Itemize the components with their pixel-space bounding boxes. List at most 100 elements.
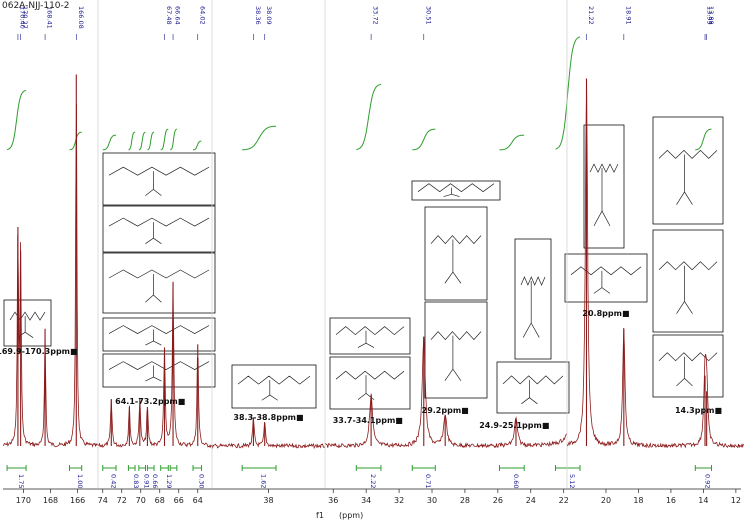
svg-text:32: 32: [394, 496, 404, 505]
spectrum-line: [2, 103, 98, 448]
x-tick: 32: [394, 489, 404, 505]
x-tick: 14: [698, 489, 708, 505]
peak-label: 66.64: [172, 6, 182, 40]
integral-curve: [499, 134, 525, 151]
spectrum-line: [566, 81, 744, 449]
x-axis-unit: (ppm): [339, 511, 363, 520]
x-tick: 66: [174, 489, 184, 505]
svg-text:34: 34: [361, 496, 371, 505]
x-tick: 28: [460, 489, 470, 505]
svg-text:22: 22: [559, 496, 569, 505]
x-tick: 30: [427, 489, 437, 505]
svg-text:0.92: 0.92: [704, 474, 712, 488]
svg-text:1.00: 1.00: [76, 474, 84, 488]
svg-text:18.91: 18.91: [624, 6, 632, 25]
region-label: 38.3-38.8ppm■: [233, 413, 303, 422]
structure-box: [102, 205, 216, 253]
svg-text:0.42: 0.42: [110, 474, 118, 488]
spectrum-line: [325, 336, 567, 449]
x-tick: 26: [493, 489, 503, 505]
svg-text:74: 74: [98, 496, 108, 505]
integral-bar: 5.12: [554, 465, 581, 488]
peak-label: 38.09: [264, 6, 273, 40]
integral-bar: 0.30: [192, 465, 206, 488]
svg-text:68: 68: [155, 496, 165, 505]
integral-bar: 0.71: [411, 465, 436, 488]
svg-text:21.22: 21.22: [587, 6, 595, 25]
structure-box: [102, 317, 216, 352]
svg-text:1.29: 1.29: [165, 474, 173, 488]
svg-text:28: 28: [460, 496, 470, 505]
integral-curve: [555, 36, 581, 150]
svg-text:16: 16: [666, 496, 676, 505]
x-tick: 18: [633, 489, 644, 505]
svg-text:14: 14: [698, 496, 708, 505]
svg-text:36: 36: [328, 496, 338, 505]
x-tick: 12: [731, 489, 741, 505]
x-tick: 70: [136, 489, 146, 505]
integral-curve: [147, 131, 155, 151]
integral-curve: [356, 83, 382, 151]
structure-box: [102, 252, 216, 314]
svg-text:18: 18: [633, 496, 643, 505]
region-label: 24.9-25.1ppm■: [479, 421, 549, 430]
x-tick: 22: [559, 489, 569, 505]
structure-box: [496, 361, 570, 414]
integral-curve: [160, 128, 169, 151]
structure-box: [652, 229, 724, 333]
integral-bar: 1.75: [6, 465, 27, 488]
svg-text:0.71: 0.71: [424, 474, 432, 488]
peak-label: 30.51: [423, 6, 432, 40]
svg-text:70: 70: [136, 496, 146, 505]
peak-label: 13.93: [704, 6, 714, 40]
integral-bar: 0.60: [499, 465, 525, 488]
x-tick: 168: [43, 489, 58, 505]
x-tick: 34: [361, 489, 371, 505]
svg-text:13.88: 13.88: [707, 6, 715, 25]
svg-text:0.30: 0.30: [198, 474, 206, 488]
peak-label: 166.08: [75, 6, 85, 40]
peak-label: 33.72: [370, 6, 380, 40]
svg-text:66.64: 66.64: [174, 6, 182, 25]
svg-text:170: 170: [16, 496, 31, 505]
svg-text:72: 72: [117, 496, 127, 505]
integral-curve: [102, 134, 117, 151]
svg-text:67.48: 67.48: [165, 6, 173, 25]
svg-text:166.08: 166.08: [77, 6, 85, 29]
svg-text:0.66: 0.66: [151, 474, 159, 488]
svg-text:166: 166: [70, 496, 85, 505]
x-tick: 38: [263, 489, 274, 505]
svg-text:30: 30: [427, 496, 437, 505]
integral-bar: 1.62: [241, 465, 277, 488]
svg-text:5.12: 5.12: [568, 474, 576, 488]
svg-text:0.91: 0.91: [142, 474, 150, 488]
integral-curve: [138, 131, 146, 151]
region-label: 33.7-34.1ppm■: [333, 416, 403, 425]
structure-box: [514, 238, 552, 360]
structure-box: [231, 364, 317, 409]
svg-text:168.41: 168.41: [46, 6, 54, 29]
integral-curve: [6, 89, 27, 151]
integral-bar: 2.22: [355, 465, 382, 488]
peak-label: 170.27: [20, 6, 29, 40]
svg-text:12: 12: [731, 496, 741, 505]
svg-text:13.93: 13.93: [706, 6, 714, 25]
x-tick: 74: [98, 489, 108, 505]
integral-bar: 0.83: [127, 465, 140, 488]
region-label: 14.3ppm■: [675, 406, 722, 415]
peak-label: 38.36: [253, 6, 262, 40]
x-tick: 64: [193, 489, 203, 505]
x-tick: 166: [70, 489, 85, 505]
integral-curve: [128, 131, 136, 151]
x-tick: 170: [16, 489, 31, 505]
integral-bar: 1.29: [160, 465, 173, 488]
structure-box: [583, 124, 625, 249]
integral-curve: [193, 140, 202, 151]
svg-text:38.36: 38.36: [254, 6, 262, 25]
peak-label: 168.41: [44, 6, 54, 40]
svg-text:2.22: 2.22: [369, 474, 377, 488]
integral-curve: [242, 125, 277, 151]
structure-box: [3, 299, 52, 347]
svg-text:38.09: 38.09: [265, 6, 273, 25]
